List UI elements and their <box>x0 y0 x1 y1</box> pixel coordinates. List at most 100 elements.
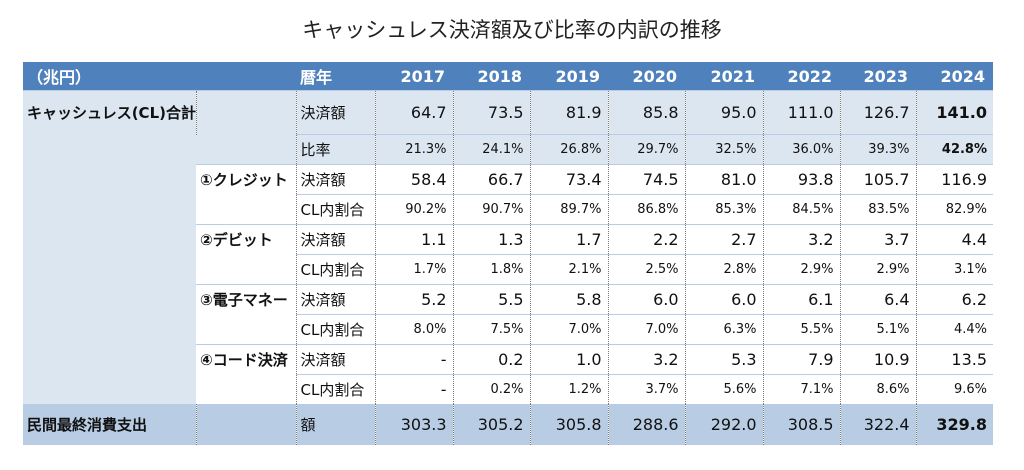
value-cell: 5.6% <box>685 374 764 404</box>
value-cell: 74.5 <box>608 164 686 195</box>
item-label: CL内割合 <box>295 254 376 285</box>
value-cell: 3.2 <box>608 344 686 375</box>
value-cell: 7.0% <box>608 314 686 345</box>
value-cell: 308.5 <box>763 404 841 445</box>
table-row: CL内割合 1.7% 1.8% 2.1% 2.5% 2.8% 2.9% 2.9% 3.1% <box>23 254 994 285</box>
year-label: 暦年 <box>296 62 376 91</box>
table-row: CL内割合 8.0% 7.5% 7.0% 7.0% 6.3% 5.5% 5.1% 4.4% <box>23 314 994 345</box>
value-cell: 7.1% <box>763 374 841 404</box>
value-cell: 13.5 <box>916 344 994 375</box>
item-label: CL内割合 <box>295 314 376 345</box>
value-cell: 292.0 <box>685 404 764 445</box>
value-cell: - <box>375 374 454 404</box>
value-cell: 1.7% <box>375 254 454 285</box>
group-cell <box>23 314 196 345</box>
value-cell: 7.5% <box>453 314 531 345</box>
value-cell: 24.1% <box>453 134 531 165</box>
table-row: 民間最終消費支出額 303.3 305.2 305.8 288.6 292.0 308.5 3… <box>23 404 994 445</box>
group-cell <box>23 224 196 255</box>
value-cell: 141.0 <box>916 90 994 135</box>
value-cell: 5.2 <box>375 284 454 315</box>
value-cell: 3.7 <box>840 224 917 255</box>
value-cell: 5.8 <box>530 284 609 315</box>
value-cell: 3.2 <box>763 224 841 255</box>
value-cell: 2.7 <box>685 224 764 255</box>
item-label: 決済額 <box>295 224 376 255</box>
value-cell: 85.8 <box>608 90 686 135</box>
value-cell: 81.0 <box>685 164 764 195</box>
value-cell: 95.0 <box>685 90 764 135</box>
item-label: 決済額 <box>295 164 376 195</box>
item-label: CL内割合 <box>295 374 376 404</box>
value-cell: 85.3% <box>685 194 764 225</box>
year-header: 2018 <box>453 62 531 91</box>
table-row: 比率 21.3% 24.1% 26.8% 29.7% 32.5% 36.0% 39.3% 42.… <box>23 134 994 165</box>
sub-label: ①クレジット <box>196 164 297 195</box>
value-cell: 7.9 <box>763 344 841 375</box>
sub-label <box>196 254 297 285</box>
value-cell: 6.2 <box>916 284 994 315</box>
value-cell: 105.7 <box>840 164 917 195</box>
group-cell <box>23 284 196 315</box>
group-cell <box>23 374 196 404</box>
value-cell: 1.1 <box>375 224 454 255</box>
year-header: 2017 <box>375 62 454 91</box>
sub-label <box>196 90 297 135</box>
value-cell: 288.6 <box>608 404 686 445</box>
unit-label: （兆円） <box>23 62 297 91</box>
value-cell: 36.0% <box>763 134 841 165</box>
group-cell <box>23 164 196 195</box>
value-cell: 7.0% <box>530 314 609 345</box>
value-cell: 6.3% <box>685 314 764 345</box>
value-cell: 10.9 <box>840 344 917 375</box>
value-cell: 322.4 <box>840 404 917 445</box>
item-label: 額 <box>295 404 376 445</box>
value-cell: 116.9 <box>916 164 994 195</box>
value-cell: 90.7% <box>453 194 531 225</box>
year-header: 2023 <box>840 62 917 91</box>
value-cell: 6.0 <box>608 284 686 315</box>
group-cell <box>23 344 196 375</box>
sub-label <box>196 194 297 225</box>
year-header: 2019 <box>530 62 609 91</box>
value-cell: 5.5% <box>763 314 841 345</box>
sub-label <box>196 314 297 345</box>
value-cell: 329.8 <box>916 404 994 445</box>
table-row: ①クレジット 決済額 58.4 66.7 73.4 74.5 81.0 93.8 105.7 11… <box>23 164 994 195</box>
value-cell: 93.8 <box>763 164 841 195</box>
sub-label: ③電子マネー <box>196 284 297 315</box>
cashless-table: （兆円） 暦年 2017 2018 2019 2020 2021 2022 2023 2024 キャ… <box>23 62 994 445</box>
value-cell: 73.5 <box>453 90 531 135</box>
value-cell: 26.8% <box>530 134 609 165</box>
value-cell: 32.5% <box>685 134 764 165</box>
value-cell: 81.9 <box>530 90 609 135</box>
value-cell: 89.7% <box>530 194 609 225</box>
group-label: キャッシュレス(CL)合計 <box>23 90 197 135</box>
value-cell: 9.6% <box>916 374 994 404</box>
page-title: キャッシュレス決済額及び比率の内訳の推移 <box>302 18 722 42</box>
value-cell: 84.5% <box>763 194 841 225</box>
value-cell: 305.2 <box>453 404 531 445</box>
value-cell: 5.5 <box>453 284 531 315</box>
value-cell: 1.2% <box>530 374 609 404</box>
value-cell: 126.7 <box>840 90 917 135</box>
value-cell: 73.4 <box>530 164 609 195</box>
group-cell <box>23 194 196 225</box>
value-cell: 8.6% <box>840 374 917 404</box>
table-row: CL内割合 -0.2% 1.2% 3.7% 5.6% 7.1% 8.6% 9.6% <box>23 374 994 404</box>
item-label: 決済額 <box>295 90 376 135</box>
year-header: 2020 <box>608 62 686 91</box>
sub-label <box>196 404 297 445</box>
value-cell: 66.7 <box>453 164 531 195</box>
value-cell: 1.8% <box>453 254 531 285</box>
value-cell: 3.1% <box>916 254 994 285</box>
value-cell: 58.4 <box>375 164 454 195</box>
value-cell: 64.7 <box>375 90 454 135</box>
sub-label <box>196 374 297 404</box>
value-cell: 305.8 <box>530 404 609 445</box>
table-row: ②デビット 決済額 1.1 1.3 1.7 2.2 2.7 3.2 3.7 4.4 <box>23 224 994 255</box>
sub-label <box>196 134 297 165</box>
value-cell: 3.7% <box>608 374 686 404</box>
item-label: 決済額 <box>295 344 376 375</box>
value-cell: 39.3% <box>840 134 917 165</box>
